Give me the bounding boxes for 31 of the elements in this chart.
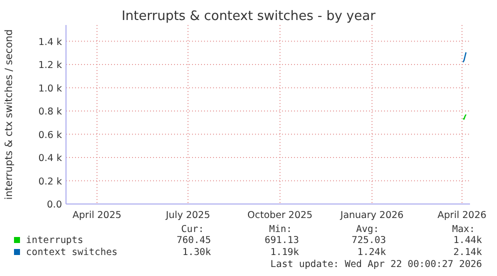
y-tick-label: 0.8 k	[38, 106, 62, 118]
x-tick-label: April 2026	[438, 210, 486, 221]
text: Cur:	[181, 224, 204, 235]
text: 725.03	[352, 235, 386, 246]
x-tick-label: January 2026	[339, 210, 404, 221]
text: 691.13	[264, 235, 299, 246]
legend-label: context switches	[26, 247, 118, 258]
text: 1.19k	[270, 247, 300, 258]
y-tick-label: 1.4 k	[38, 36, 62, 48]
text: 1.44k	[453, 235, 482, 246]
y-tick-label: 1.0 k	[38, 83, 62, 94]
y-tick-label: 0.4 k	[38, 153, 62, 164]
text: Avg:	[356, 224, 379, 235]
x-tick-label: July 2025	[164, 210, 210, 221]
y-axis-title: interrupts & ctx switches / second	[4, 29, 15, 200]
y-tick-label: 0.6 k	[38, 130, 62, 141]
text: 1.30k	[182, 247, 212, 258]
line-series	[462, 52, 467, 63]
text: 1.24k	[357, 247, 386, 258]
text: 2.14k	[453, 247, 482, 258]
chart-title: Interrupts & context switches - by year	[122, 9, 376, 24]
legend-label: interrupts	[26, 235, 84, 246]
y-tick-label: 0.2 k	[38, 176, 62, 188]
x-tick-label: April 2025	[72, 210, 122, 221]
x-tick-label: October 2025	[247, 210, 313, 221]
text: Min:	[269, 224, 292, 235]
text: 760.45	[176, 235, 211, 246]
y-tick-label: 1.2 k	[38, 60, 62, 72]
y-tick-label: 0.0	[46, 200, 62, 210]
text: Max:	[452, 224, 475, 235]
text: Last update: Wed Apr 22 00:00:27 2026	[270, 259, 482, 270]
